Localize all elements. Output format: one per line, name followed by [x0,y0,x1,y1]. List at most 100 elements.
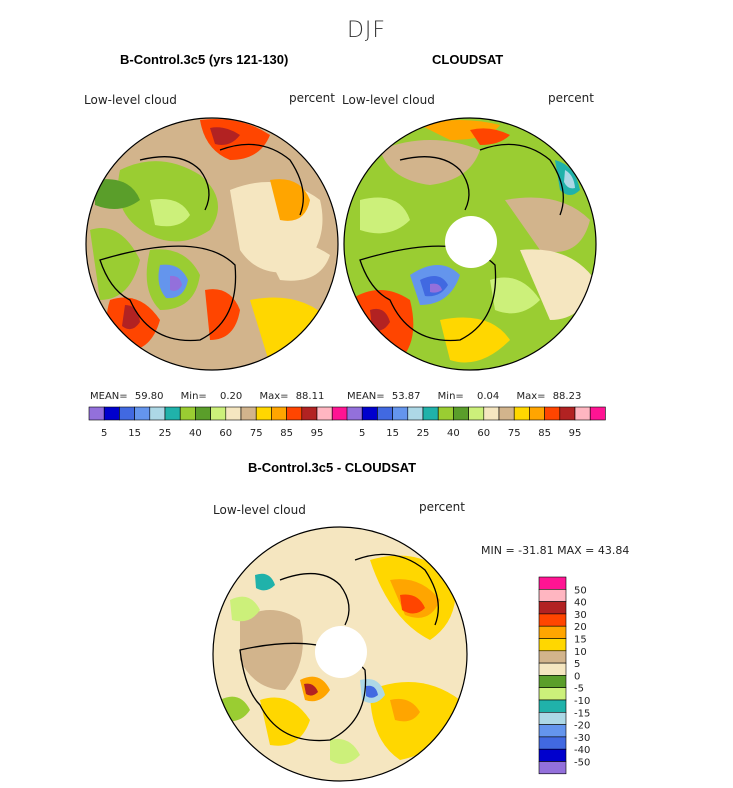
colorbar-tick-label: 25 [417,428,430,439]
colorbar-swatch [538,748,567,762]
panel1-stats: MEAN= 59.80 Min= 0.20 Max= 88.11 [90,391,324,402]
colorbar-swatch [538,650,567,664]
colorbar-tick-label: 25 [159,428,172,439]
colorbar-swatch [453,406,469,421]
colorbar-tick-label: 75 [250,428,263,439]
panel1-title: B-Control.3c5 (yrs 121-130) [120,52,289,67]
colorbar-swatch [529,406,545,421]
colorbar-swatch [195,406,211,421]
colorbar-swatch [574,406,591,421]
min-value: 0.20 [219,391,243,402]
colorbar-swatch [538,761,567,775]
colorbar-swatch [538,625,567,639]
colorbar-swatch [437,406,454,421]
colorbar-swatch [513,406,530,421]
panel2-stats: MEAN= 53.87 Min= 0.04 Max= 88.23 [347,391,581,402]
mean-value: 53.87 [391,391,421,402]
panel2-title: CLOUDSAT [432,52,504,67]
colorbar-swatch [179,406,196,421]
colorbar-swatch [538,699,567,713]
colorbar-swatch [468,406,485,421]
colorbar-swatch [498,406,515,421]
colorbar-swatch [225,406,242,421]
colorbar-swatch [483,406,500,421]
colorbar-swatch [361,406,378,421]
colorbar-swatch [103,406,120,421]
panel1-map-border [85,117,339,371]
mean-label: MEAN= [90,391,128,402]
min-label: Min= [437,391,464,402]
colorbar-tick-label: 15 [386,428,399,439]
colorbar-tick-label: 5 [574,659,580,670]
colorbar-tick-label: -50 [574,758,590,769]
colorbar-swatch [538,711,567,725]
panel3-title: B-Control.3c5 - CLOUDSAT [248,460,417,475]
colorbar-swatch [407,406,424,421]
colorbar-swatch [255,406,272,421]
colorbar-swatch [240,406,257,421]
min-value: 0.04 [476,391,500,402]
colorbar-tick-label: 75 [508,428,521,439]
mean-label: MEAN= [347,391,385,402]
colorbar-swatch [538,724,567,738]
colorbar-swatch [538,662,567,676]
colorbar-swatch [119,406,135,421]
panel2-map-border [343,117,597,371]
colorbar-swatch [392,406,409,421]
colorbar-tick-label: 0 [574,671,580,682]
panel3-map-border [212,526,468,782]
colorbar-swatch [538,675,567,689]
colorbar-swatch [544,406,561,421]
colorbar-swatch [149,406,166,421]
colorbar-tick-label: 85 [280,428,293,439]
colorbar-swatch [88,406,105,421]
colorbar-swatch [301,406,318,421]
max-label: Max= [516,391,546,402]
panel1-colorbar: 5 15 25 40 60 75 85 95 [88,406,348,439]
colorbar-tick-label: 40 [189,428,202,439]
panel2-colorbar: 5 15 25 40 60 75 85 95 [346,406,606,439]
colorbar-tick-label: -10 [574,696,590,707]
colorbar-tick-label: 85 [538,428,551,439]
mean-value: 59.80 [134,391,164,402]
colorbar-swatch [210,406,227,421]
panel3-missing-polar-cap [315,626,367,678]
colorbar-tick-label: -5 [574,684,584,695]
colorbar-swatch [538,736,567,750]
colorbar-tick-label: -40 [574,745,590,756]
colorbar-swatch [559,406,576,421]
colorbar-swatch [538,601,567,615]
min-label: Min= [180,391,207,402]
max-value: 88.11 [295,391,325,402]
colorbar-tick-label: -15 [574,708,590,719]
colorbar-swatch [589,406,606,421]
colorbar-tick-label: 20 [574,622,587,633]
panel1-units: percent [289,91,335,105]
colorbar-tick-label: 60 [477,428,490,439]
panel3-variable: Low-level cloud [213,503,306,517]
colorbar-tick-label: 50 [574,585,587,596]
colorbar-swatch [538,613,567,627]
max-label: Max= [259,391,289,402]
colorbar-swatch [538,638,567,652]
panel2-units: percent [548,91,594,105]
colorbar-tick-label: 15 [574,635,587,646]
colorbar-swatch [286,406,303,421]
panel3-units: percent [419,500,465,514]
colorbar-tick-label: 95 [311,428,324,439]
colorbar-tick-label: -30 [574,733,590,744]
colorbar-tick-label: 30 [574,610,587,621]
colorbar-tick-label: 5 [101,428,107,439]
colorbar-tick-label: 40 [447,428,460,439]
colorbar-tick-label: 95 [569,428,582,439]
colorbar-swatch [538,687,567,701]
panel1-map [86,118,338,370]
colorbar-swatch [134,406,151,421]
colorbar-swatch [331,406,348,421]
colorbar-swatch [538,588,567,602]
colorbar-swatch [422,406,439,421]
colorbar-swatch [377,406,393,421]
colorbar-swatch [164,406,181,421]
